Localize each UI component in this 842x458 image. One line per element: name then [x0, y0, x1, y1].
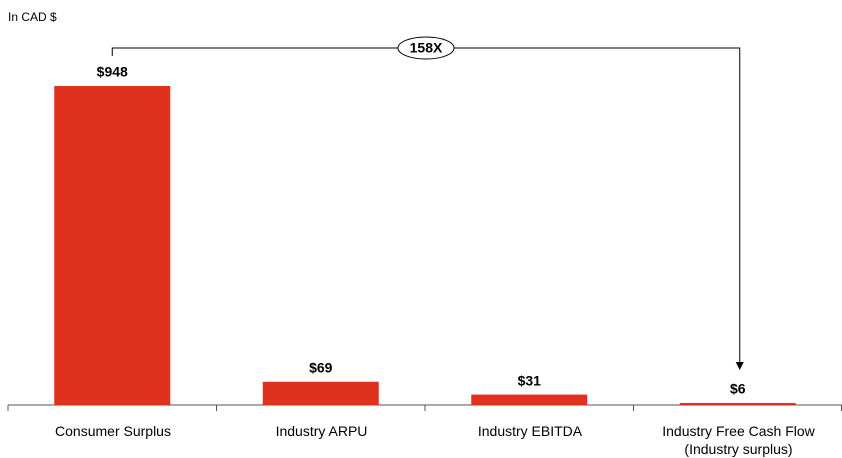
x-tick-label: Consumer Surplus	[55, 423, 171, 439]
bar	[679, 402, 796, 405]
x-tick-label: Industry Free Cash Flow (Industry surplu…	[662, 423, 815, 457]
bar	[262, 381, 379, 405]
value-label: $948	[97, 64, 128, 80]
value-label: $69	[309, 359, 333, 375]
subtitle: In CAD $	[8, 10, 57, 24]
bracket-line	[111, 47, 741, 362]
bar	[54, 86, 171, 405]
x-tick-label: Industry ARPU	[275, 423, 368, 439]
value-label: $6	[730, 381, 746, 397]
bracket-arrowhead	[735, 361, 744, 370]
annotation: 158X	[410, 40, 443, 56]
x-tick-label: Industry EBITDA	[477, 423, 583, 439]
annotation-bubble	[397, 36, 455, 60]
bar	[471, 394, 588, 405]
value-label: $31	[518, 372, 542, 388]
